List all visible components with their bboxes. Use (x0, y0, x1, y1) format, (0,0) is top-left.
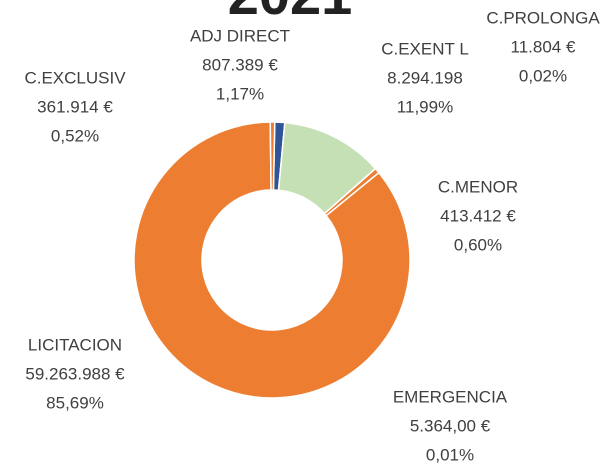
value-label: 8.294.198 (387, 68, 463, 87)
chart-title: 2021 (228, 0, 353, 26)
category-label: EMERGENCIA (393, 387, 508, 406)
percent-label: 85,69% (46, 393, 104, 412)
category-label: ADJ DIRECT (190, 26, 290, 45)
category-label: C.MENOR (438, 177, 518, 196)
value-label: 807.389 € (202, 55, 278, 74)
percent-label: 0,60% (454, 235, 502, 254)
value-label: 59.263.988 € (25, 364, 125, 383)
donut-slice (133, 121, 411, 399)
donut-slice (269, 121, 276, 191)
category-label: C.EXCLUSIV (24, 68, 126, 87)
value-label: 5.364,00 € (410, 416, 491, 435)
percent-label: 0,01% (426, 445, 474, 464)
percent-label: 0,02% (519, 66, 567, 85)
value-label: 413.412 € (440, 206, 516, 225)
value-label: 11.804 € (511, 37, 576, 56)
percent-label: 1,17% (216, 84, 264, 103)
percent-label: 11,99% (397, 97, 453, 116)
category-label: C.PROLONGA (486, 8, 600, 27)
category-label: LICITACION (28, 335, 122, 354)
percent-label: 0,52% (51, 126, 99, 145)
category-label: C.EXENT L (381, 39, 469, 58)
value-label: 361.914 € (37, 97, 113, 116)
